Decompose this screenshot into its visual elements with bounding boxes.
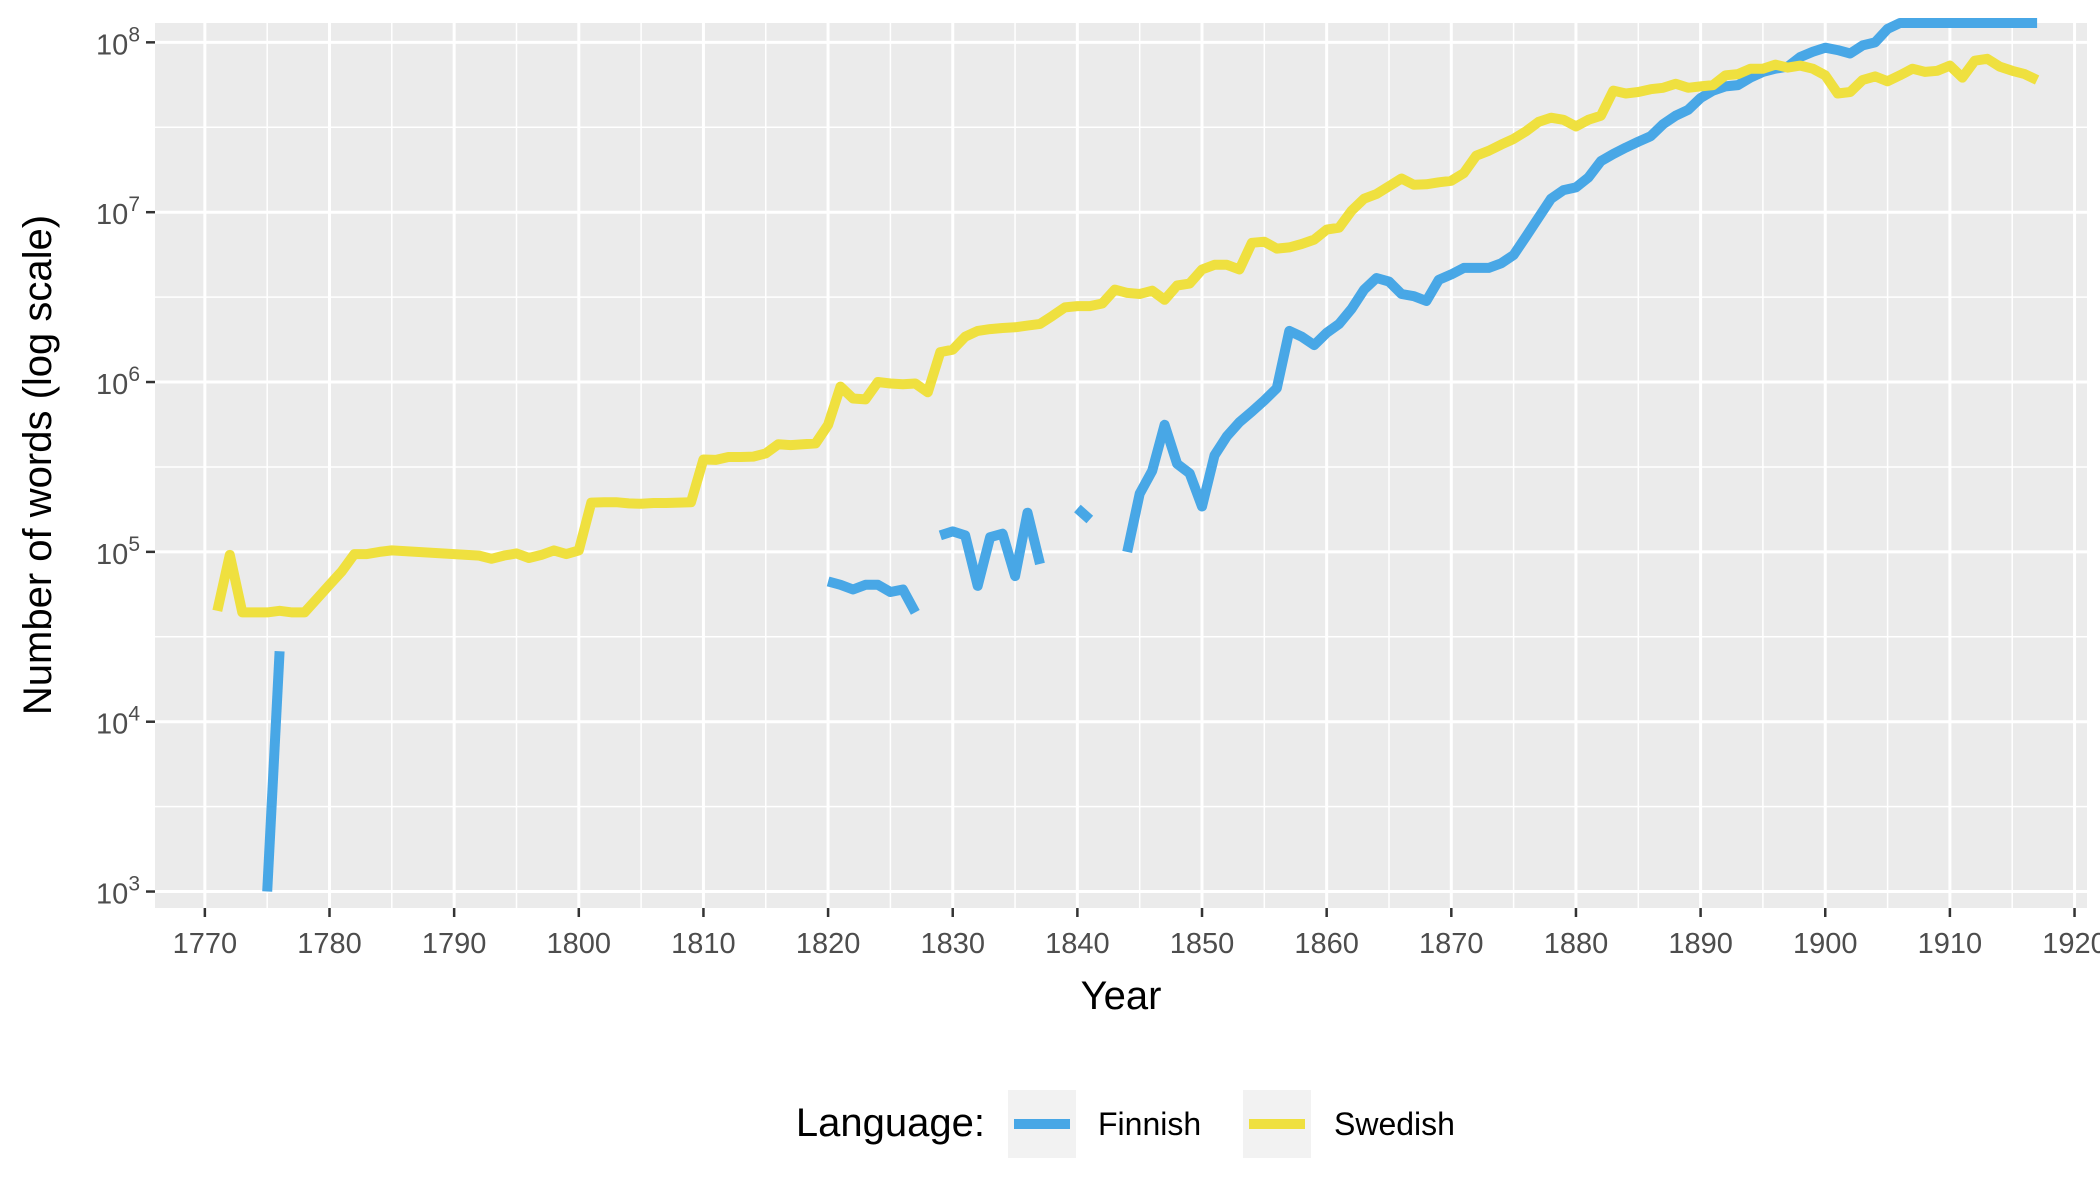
series-line-finnish: [262, 650, 285, 892]
x-axis: 1770 1780 1790 1800 1810 1820 1830 1840 1850 1860…: [173, 908, 2100, 960]
y-axis-title: Number of words (log scale): [16, 215, 60, 715]
minor-gridlines: [155, 23, 2087, 908]
series-line-finnish: [938, 507, 1045, 591]
y-tick-label: 107: [96, 193, 140, 231]
x-tick-label: 1780: [297, 928, 362, 960]
series-lines: [212, 18, 2040, 892]
x-tick-label: 1820: [796, 928, 861, 960]
x-axis-title: Year: [1081, 974, 1162, 1018]
x-tick-label: 1910: [1918, 928, 1983, 960]
legend-title: Language:: [796, 1101, 985, 1145]
x-tick-label: 1900: [1793, 928, 1858, 960]
plot-panel: [155, 23, 2087, 908]
y-tick-label: 106: [96, 363, 140, 401]
y-axis: 103 104 105 106 107 108: [96, 23, 155, 911]
x-tick-label: 1890: [1668, 928, 1733, 960]
legend-label-finnish: Finnish: [1098, 1106, 1201, 1142]
plot-area: [155, 18, 2087, 908]
x-tick-label: 1800: [547, 928, 612, 960]
series-line-finnish: [1074, 504, 1094, 524]
series-line-finnish: [1122, 18, 2038, 553]
y-tick-label: 108: [96, 23, 140, 61]
x-tick-label: 1880: [1544, 928, 1609, 960]
x-tick-label: 1770: [173, 928, 238, 960]
x-tick-label: 1830: [920, 928, 985, 960]
x-tick-label: 1870: [1419, 928, 1484, 960]
x-tick-label: 1790: [422, 928, 487, 960]
y-tick-label: 104: [96, 703, 140, 741]
x-tick-label: 1850: [1170, 928, 1235, 960]
x-tick-label: 1860: [1294, 928, 1359, 960]
legend-label-swedish: Swedish: [1334, 1106, 1455, 1142]
x-tick-label: 1840: [1045, 928, 1110, 960]
series-line-swedish: [212, 53, 2040, 618]
legend: Language: Finnish Swedish: [796, 1090, 1455, 1158]
y-tick-label: 105: [96, 533, 140, 571]
x-tick-label: 1810: [671, 928, 736, 960]
series-line-finnish: [826, 576, 920, 615]
x-tick-label: 1920: [2042, 928, 2100, 960]
y-tick-label: 103: [96, 873, 140, 911]
